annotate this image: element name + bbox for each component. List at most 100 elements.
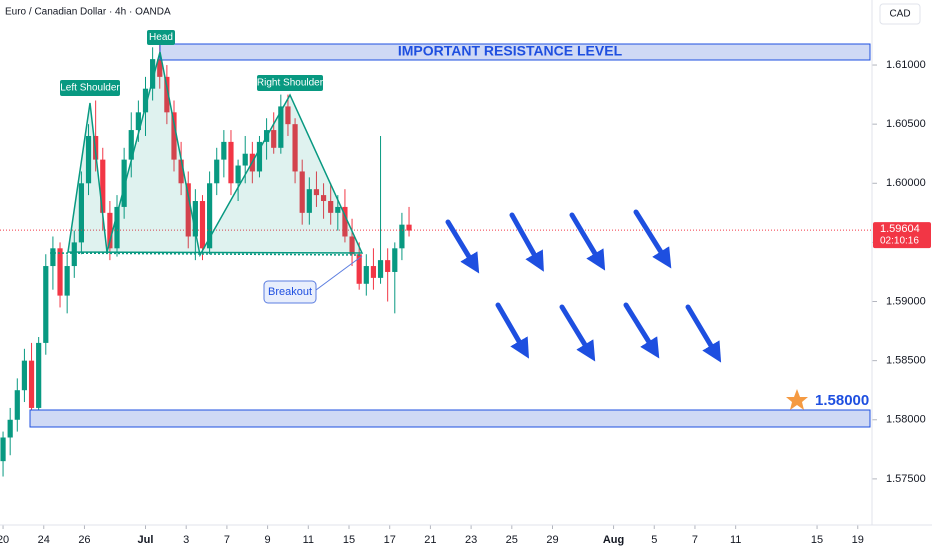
candle-body — [335, 206, 341, 213]
candle-body — [64, 266, 70, 296]
candle-body — [192, 201, 198, 237]
y-tick-label: 1.58000 — [886, 414, 926, 426]
x-tick-label: 9 — [265, 534, 271, 546]
label-box — [60, 80, 120, 96]
arrow — [623, 302, 660, 359]
candle-body — [320, 195, 327, 202]
x-tick-label: 23 — [465, 534, 477, 546]
candle-body — [71, 242, 77, 267]
x-tick-label: Jul — [138, 534, 154, 546]
candle-body — [399, 224, 405, 249]
candle-body — [221, 141, 227, 160]
head-label: Head — [149, 32, 173, 43]
candle-body — [178, 159, 184, 184]
arrow — [559, 304, 596, 362]
candle-body — [370, 266, 377, 278]
star-icon — [786, 389, 808, 410]
candle-body — [271, 130, 277, 148]
candle-body — [28, 360, 35, 408]
candle-body — [328, 201, 334, 213]
left-shoulder-label: Left Shoulder — [60, 83, 120, 94]
candle-body — [50, 248, 56, 267]
candle-body — [135, 112, 141, 131]
x-tick-label: 15 — [811, 534, 823, 546]
x-tick-label: 24 — [38, 534, 50, 546]
x-tick-label: 17 — [384, 534, 396, 546]
plot-area — [0, 35, 877, 529]
x-tick-label: 15 — [343, 534, 355, 546]
x-tick-label: 26 — [78, 534, 90, 546]
candle-body — [85, 135, 92, 184]
currency-label: CAD — [889, 9, 910, 20]
y-tick-label: 1.58500 — [886, 355, 926, 367]
label-box — [147, 30, 175, 45]
candle-body — [121, 159, 127, 207]
candle-body — [128, 130, 134, 160]
chart-title: Euro / Canadian Dollar · 4h · OANDA — [5, 7, 171, 18]
candle-body — [157, 59, 163, 77]
candle-body — [214, 159, 220, 184]
candle-body — [114, 206, 120, 249]
candle-body — [207, 183, 213, 249]
x-tick-label: 3 — [183, 534, 189, 546]
last-price-label: 1.59604 — [880, 223, 920, 235]
right-shoulder-label: Right Shoulder — [257, 78, 324, 89]
candle-body — [292, 124, 298, 172]
y-tick-label: 1.60500 — [886, 118, 926, 130]
x-tick-label: 20 — [0, 534, 9, 546]
x-tick-label: 5 — [651, 534, 657, 546]
x-tick-label: 11 — [730, 534, 741, 546]
candle-body — [392, 248, 398, 272]
x-tick-label: 21 — [424, 534, 436, 546]
candle-body — [377, 260, 384, 278]
arrow — [495, 302, 530, 359]
y-tick-label: 1.60000 — [886, 177, 926, 189]
currency-box — [879, 3, 921, 25]
candle-body — [171, 112, 177, 160]
candle-body — [43, 266, 49, 343]
candle-body — [57, 248, 63, 296]
arrow — [445, 219, 480, 274]
arrows — [445, 209, 722, 363]
candle-body — [356, 254, 362, 284]
price-tag — [873, 222, 931, 249]
x-tick-label: Aug — [603, 534, 624, 546]
callout-line — [315, 255, 363, 291]
countdown-label: 02:10:16 — [880, 236, 919, 247]
resistance-label: IMPORTANT RESISTANCE LEVEL — [398, 43, 623, 59]
x-tick-label: 11 — [303, 534, 314, 546]
candle-body — [256, 141, 263, 172]
label-box — [257, 75, 323, 91]
candle-body — [78, 183, 85, 243]
candle-body — [278, 106, 284, 148]
candle-body — [21, 360, 28, 391]
x-tick-label: 29 — [546, 534, 558, 546]
candle-body — [164, 76, 170, 113]
x-tick-label: 25 — [506, 534, 518, 546]
candle-body — [385, 260, 391, 272]
callout-box — [263, 280, 317, 304]
candle-body — [242, 153, 248, 166]
candle-body — [107, 212, 113, 249]
x-tick-label: 7 — [224, 534, 230, 546]
breakout-label: Breakout — [268, 286, 312, 298]
candle-body — [7, 419, 13, 438]
arrow — [569, 212, 606, 271]
x-tick-label: 7 — [692, 534, 698, 546]
candle-body — [228, 141, 234, 184]
candle-body — [199, 201, 206, 249]
candle-body — [285, 106, 291, 125]
candle-body — [235, 165, 241, 184]
candle-body — [363, 266, 369, 284]
y-tick-label: 1.61000 — [886, 59, 926, 71]
candle-body — [342, 206, 348, 237]
x-tick-label: 19 — [852, 534, 864, 546]
candle-body — [100, 159, 106, 213]
candle-body — [150, 59, 156, 89]
candle-body — [0, 437, 6, 462]
candle-body — [142, 88, 149, 113]
candle-body — [406, 224, 412, 231]
pattern-outline — [67, 51, 364, 258]
